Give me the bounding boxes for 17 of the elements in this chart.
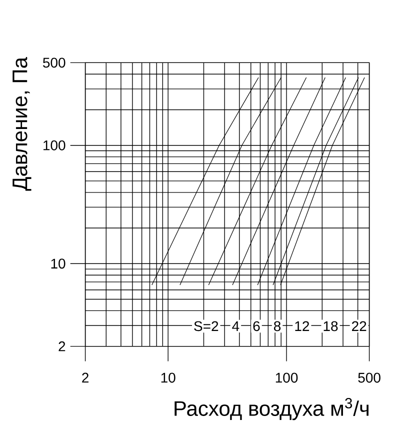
x-tick-label: 500: [358, 372, 380, 383]
x-tick-label: 100: [276, 372, 298, 383]
annotation: 12: [295, 321, 310, 331]
annotation: 4: [232, 321, 240, 331]
annotation: 8: [274, 321, 281, 332]
annotation: S=2: [194, 321, 218, 332]
x-tick-label: 10: [161, 372, 176, 383]
y-tick-label: 100: [44, 140, 66, 150]
y-tick-label: 2: [58, 341, 66, 352]
annotation: 6: [253, 321, 260, 332]
y-tick-label: 500: [43, 58, 66, 68]
annotation: 22: [352, 321, 366, 331]
annotation: 18: [324, 321, 338, 332]
y-tick-label: 10: [51, 258, 66, 269]
x-axis-title: Расход воздуха м$^{3}$/ч: [174, 398, 368, 420]
x-tick-label: 2: [82, 372, 88, 383]
y-axis-title: Давление, Па: [12, 57, 32, 191]
